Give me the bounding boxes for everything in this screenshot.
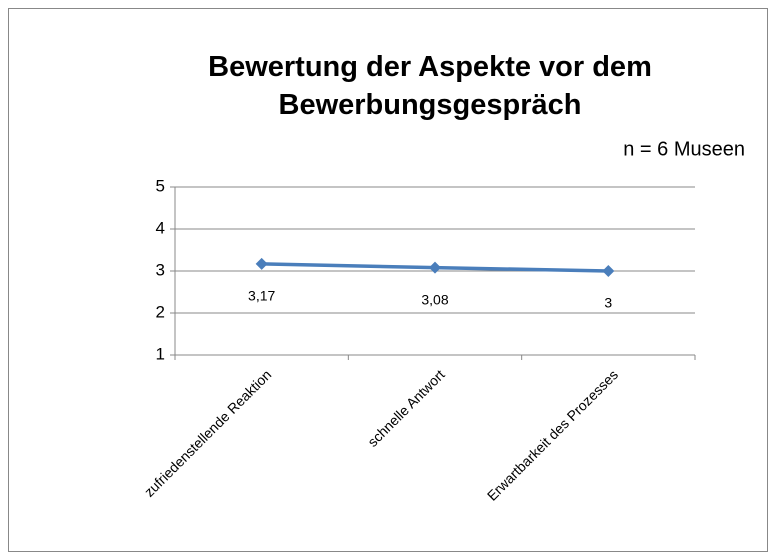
chart-title: Bewertung der Aspekte vor dem Bewerbungs… [208, 51, 652, 121]
marker [602, 265, 615, 277]
marker [255, 257, 268, 270]
y-tick-label: 1 [156, 344, 165, 363]
data-label: 3 [604, 295, 612, 311]
data-label: 3,17 [248, 288, 275, 304]
y-tick-label: 2 [156, 302, 165, 321]
y-tick-label: 4 [156, 218, 165, 237]
y-tick-label: 5 [156, 176, 165, 195]
annotation: n = 6 Museen [623, 138, 745, 160]
chart-border [8, 8, 768, 552]
data-label: 3,08 [421, 291, 448, 307]
y-tick-label: 3 [156, 260, 165, 279]
marker [429, 261, 441, 274]
